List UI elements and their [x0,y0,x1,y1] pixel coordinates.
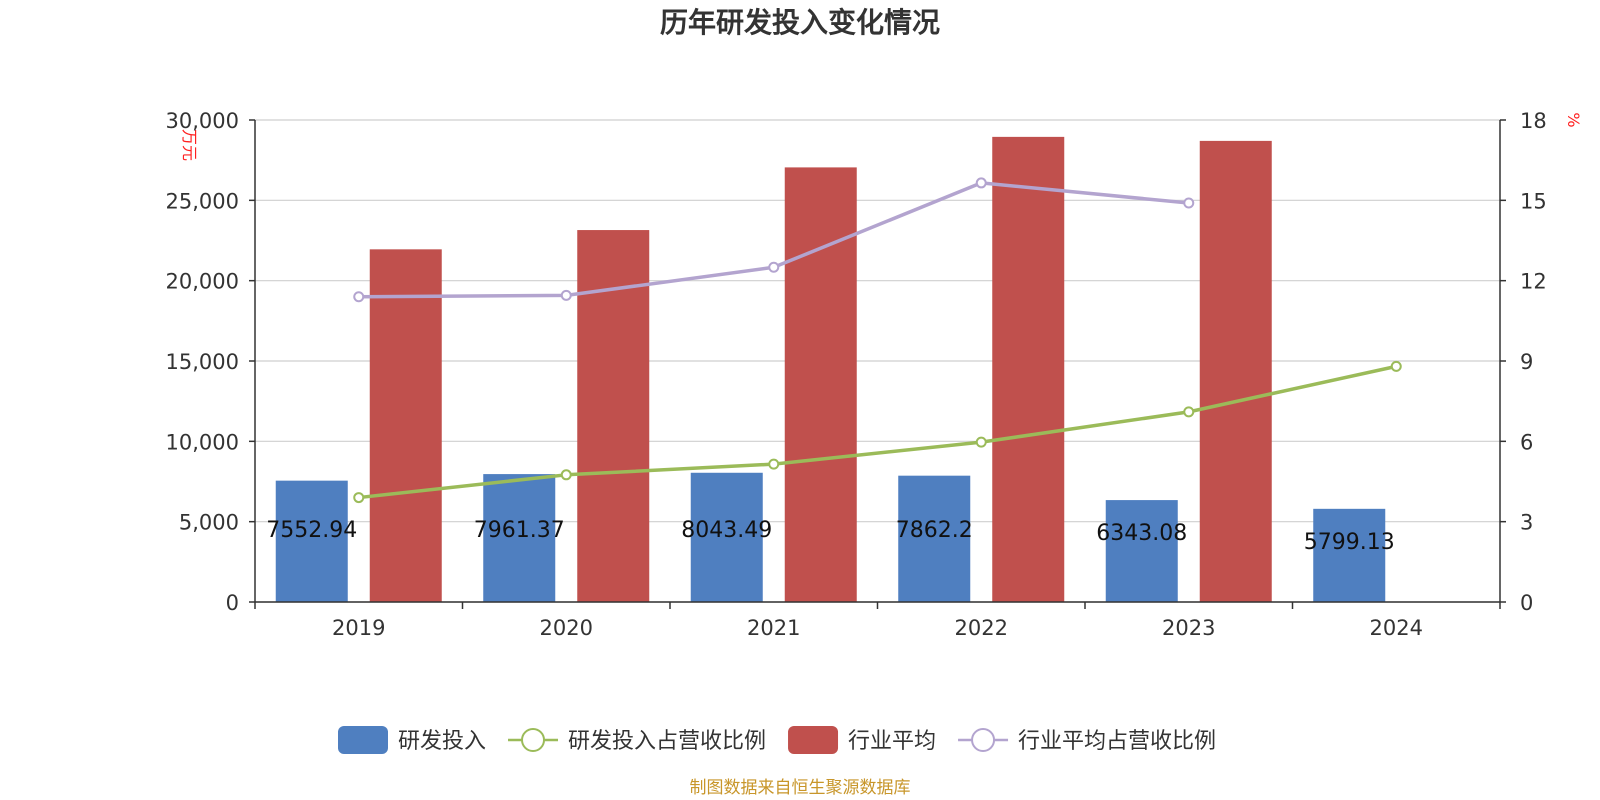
bar-rd-investment [1105,500,1178,602]
line-point [1183,197,1195,209]
legend-label: 行业平均占营收比例 [1018,729,1216,754]
y-right-tick-label: 12 [1520,270,1547,294]
bar-rd-investment [275,480,348,602]
legend-label: 行业平均 [848,729,936,754]
legend-item[interactable]: 研发投入 [338,726,486,754]
line-point [560,289,572,301]
chart-title: 历年研发投入变化情况 [660,6,940,39]
line-rd-ratio [358,364,1397,500]
x-tick-label: 2019 [332,616,385,640]
axes: 0 5,000 10,000 15,000 20,000 25,000 30,000 0 3 6 9… [166,109,1547,640]
x-tick-label: 2022 [955,616,1008,640]
bar-rd-investment [483,474,556,602]
line-point [1390,360,1402,372]
source-note: 制图数据来自恒生聚源数据库 [690,778,911,798]
y-right-tick-label: 18 [1520,109,1547,133]
bar-industry-average [784,167,857,602]
y-left-tick-label: 25,000 [166,189,239,213]
x-tick-label: 2021 [747,616,800,640]
y-axis-right-unit: % [1564,112,1583,127]
bar-rd-investment [1313,508,1386,602]
legend[interactable]: 研发投入 研发投入占营收比例 行业平均 行业平均占营收比例 [338,726,1216,754]
legend-label: 研发投入 [398,729,486,754]
bar-rd-investment [898,475,971,602]
y-right-tick-label: 15 [1520,189,1547,213]
y-right-tick-label: 6 [1520,430,1533,454]
y-left-tick-label: 30,000 [166,109,239,133]
x-tick-label: 2024 [1370,616,1423,640]
bar-industry-average [369,249,442,602]
bars [275,136,1386,603]
y-left-tick-label: 10,000 [166,430,239,454]
line-point [560,469,572,481]
line-point [975,436,987,448]
y-right-tick-label: 3 [1520,511,1533,535]
y-left-tick-label: 20,000 [166,270,239,294]
y-right-tick-label: 0 [1520,591,1533,615]
bar-data-label: 7862.2 [896,518,973,543]
bar-data-label: 7961.37 [474,518,565,543]
bar-data-label: 8043.49 [681,518,772,543]
bar-data-label: 7552.94 [266,518,357,543]
legend-marker [521,728,546,752]
y-left-tick-label: 15,000 [166,350,239,374]
line-point [353,492,365,504]
lines [353,177,1402,504]
line-point [1183,406,1195,418]
x-tick-label: 2020 [540,616,593,640]
line-point [353,291,365,303]
bar-data-label: 6343.08 [1096,521,1187,546]
y-right-tick-label: 9 [1520,350,1533,374]
grid [255,119,1500,603]
legend-item[interactable]: 行业平均 [788,726,936,754]
data-labels: 7552.94 7961.37 8043.49 7862.2 6343.08 5799.1… [266,518,1394,555]
bar-industry-average [1199,140,1272,603]
legend-item[interactable]: 研发投入占营收比例 [508,728,766,754]
bar-data-label: 5799.13 [1304,530,1395,555]
legend-item[interactable]: 行业平均占营收比例 [958,728,1216,754]
y-left-tick-label: 5,000 [179,511,239,535]
line-point [768,458,780,470]
legend-swatch [338,726,388,754]
line-point [768,261,780,273]
line-point [975,177,987,189]
legend-marker [971,728,996,752]
y-left-tick-label: 0 [226,591,239,615]
legend-swatch [788,726,839,754]
legend-label: 研发投入占营收比例 [568,729,766,754]
bar-industry-average [992,136,1065,602]
y-axis-left-unit: 万元 [180,129,199,161]
x-tick-label: 2023 [1162,616,1215,640]
bar-rd-investment [690,472,763,602]
